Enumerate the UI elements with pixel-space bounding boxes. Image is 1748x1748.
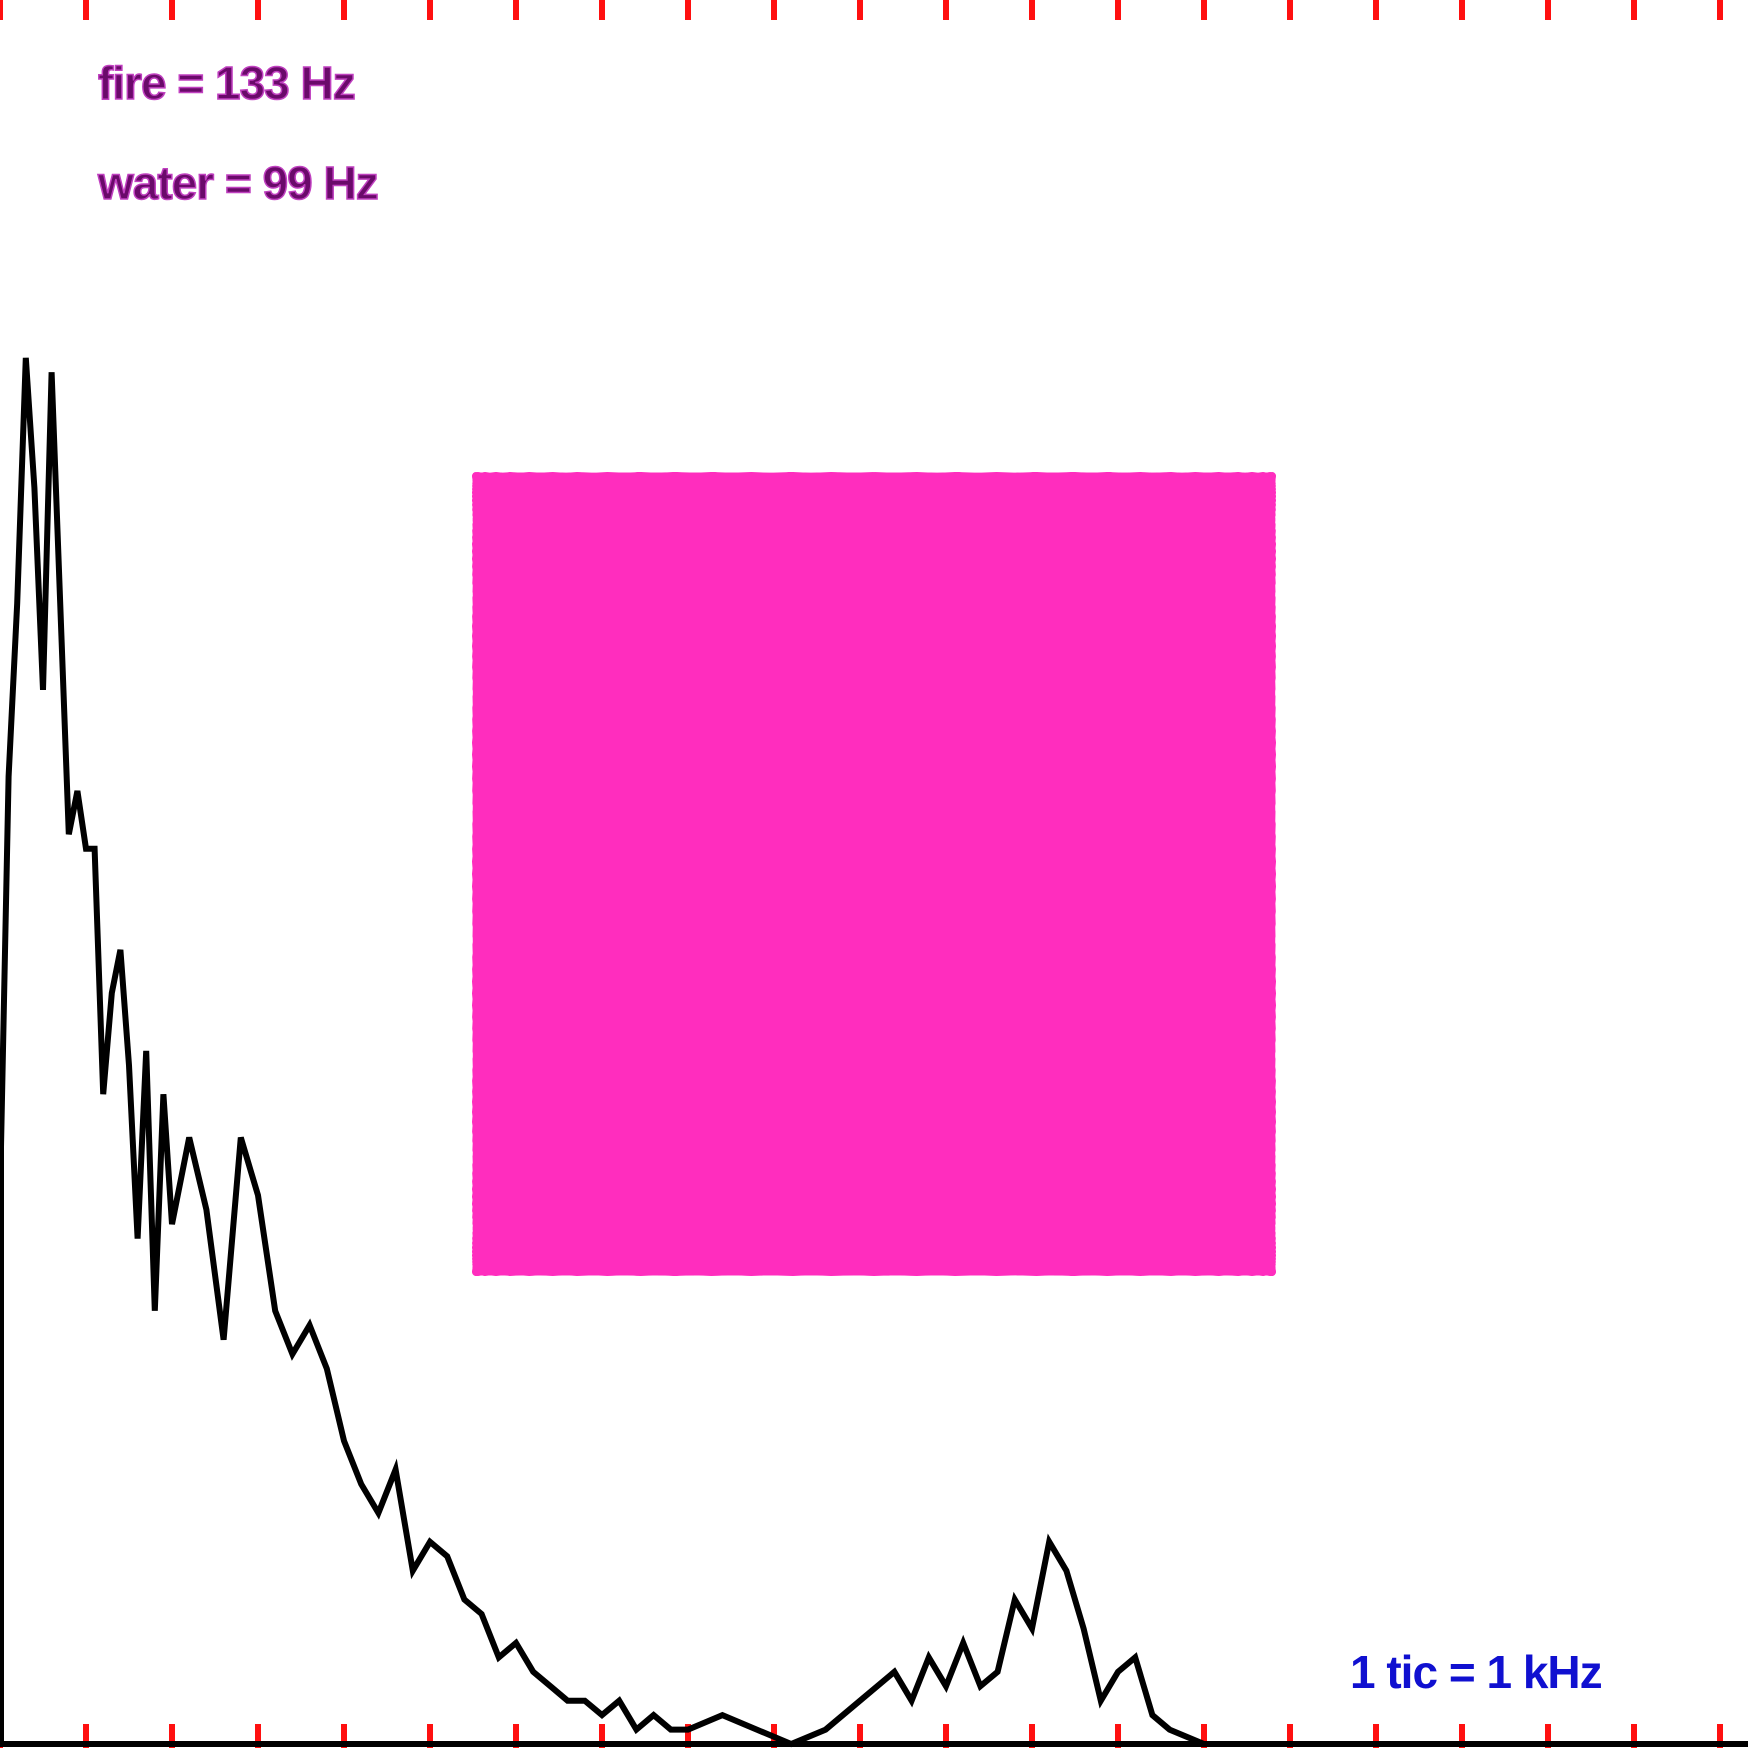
fire-frequency-label: fire = 133 Hz <box>97 56 356 110</box>
spectrum-line <box>0 357 1738 1748</box>
lissajous-curve <box>472 472 1276 1276</box>
top-tick-marks <box>0 0 1723 20</box>
water-frequency-label: water = 99 Hz <box>97 156 379 210</box>
tic-scale-label: 1 tic = 1 kHz <box>1350 1646 1603 1698</box>
